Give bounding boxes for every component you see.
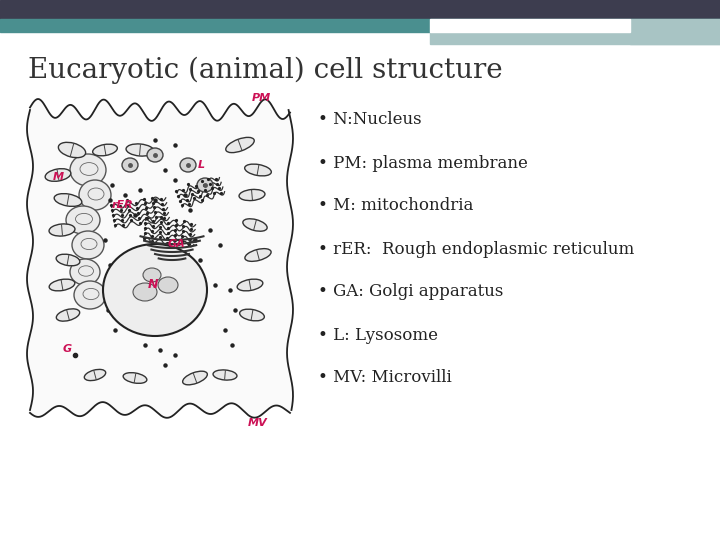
- Bar: [630, 19, 720, 44]
- Ellipse shape: [103, 244, 207, 336]
- Ellipse shape: [213, 370, 237, 380]
- Ellipse shape: [143, 268, 161, 282]
- Ellipse shape: [147, 148, 163, 162]
- Ellipse shape: [84, 369, 106, 381]
- Ellipse shape: [79, 180, 111, 210]
- Text: • N:Nucleus: • N:Nucleus: [318, 111, 422, 129]
- Ellipse shape: [58, 143, 86, 158]
- Text: • rER:  Rough endoplasmic reticulum: • rER: Rough endoplasmic reticulum: [318, 240, 634, 258]
- Ellipse shape: [239, 190, 265, 200]
- Ellipse shape: [122, 158, 138, 172]
- Text: G: G: [63, 344, 72, 354]
- Bar: [430, 32, 720, 44]
- Bar: [0, 19, 720, 32]
- Ellipse shape: [93, 144, 117, 156]
- Text: • PM: plasma membrane: • PM: plasma membrane: [318, 154, 528, 172]
- Text: M: M: [53, 172, 64, 182]
- Ellipse shape: [226, 137, 254, 153]
- Ellipse shape: [243, 219, 267, 231]
- Ellipse shape: [72, 231, 104, 259]
- Ellipse shape: [56, 309, 80, 321]
- Text: • L: Lysosome: • L: Lysosome: [318, 327, 438, 343]
- Bar: [430, 19, 630, 32]
- Ellipse shape: [183, 371, 207, 385]
- Ellipse shape: [66, 206, 100, 234]
- Text: • GA: Golgi apparatus: • GA: Golgi apparatus: [318, 284, 503, 300]
- Text: PM: PM: [252, 93, 271, 103]
- Text: N: N: [148, 279, 158, 292]
- Ellipse shape: [237, 279, 263, 291]
- Text: L: L: [198, 160, 205, 170]
- Ellipse shape: [245, 248, 271, 261]
- Ellipse shape: [45, 168, 71, 181]
- Ellipse shape: [240, 309, 264, 321]
- Text: • M: mitochondria: • M: mitochondria: [318, 198, 473, 214]
- Bar: [0, 0, 720, 20]
- Ellipse shape: [70, 259, 100, 285]
- Ellipse shape: [126, 144, 154, 156]
- Ellipse shape: [245, 164, 271, 176]
- Ellipse shape: [54, 194, 82, 206]
- Ellipse shape: [123, 373, 147, 383]
- Ellipse shape: [74, 281, 106, 309]
- Text: GA: GA: [168, 239, 186, 249]
- Ellipse shape: [70, 154, 106, 186]
- Text: rER: rER: [112, 200, 134, 210]
- Polygon shape: [27, 99, 293, 418]
- Text: MV: MV: [248, 418, 268, 428]
- Ellipse shape: [180, 158, 196, 172]
- Ellipse shape: [49, 279, 75, 291]
- Ellipse shape: [158, 277, 178, 293]
- Ellipse shape: [197, 178, 213, 192]
- Ellipse shape: [56, 254, 80, 266]
- Text: Eucaryotic (animal) cell structure: Eucaryotic (animal) cell structure: [28, 57, 503, 84]
- Ellipse shape: [49, 224, 75, 236]
- Text: • MV: Microvilli: • MV: Microvilli: [318, 369, 451, 387]
- Ellipse shape: [133, 283, 157, 301]
